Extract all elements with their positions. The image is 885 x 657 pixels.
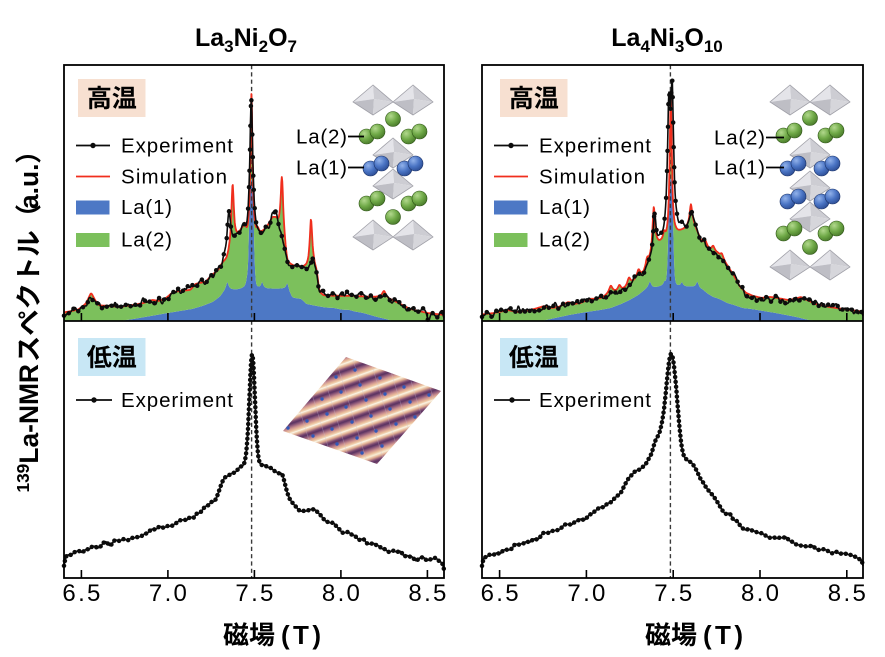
svg-text:Experiment: Experiment bbox=[121, 135, 233, 158]
svg-text:8.5: 8.5 bbox=[828, 580, 866, 607]
svg-text:Simulation: Simulation bbox=[539, 166, 645, 189]
svg-text:7.5: 7.5 bbox=[654, 580, 692, 607]
svg-text:6.5: 6.5 bbox=[62, 580, 100, 607]
svg-text:La(1): La(1) bbox=[714, 157, 765, 180]
svg-text:Experiment: Experiment bbox=[539, 389, 651, 412]
svg-text:La(2): La(2) bbox=[714, 127, 765, 150]
svg-text:La(2): La(2) bbox=[296, 126, 347, 149]
svg-text:(T): (T) bbox=[281, 620, 321, 650]
svg-text:La(1): La(1) bbox=[539, 196, 590, 219]
svg-text:8.0: 8.0 bbox=[741, 580, 779, 607]
svg-text:(T): (T) bbox=[703, 620, 743, 650]
svg-text:a.u.: a.u. bbox=[14, 164, 44, 209]
svg-text:La-NMR: La-NMR bbox=[14, 364, 44, 464]
svg-text:6.5: 6.5 bbox=[481, 580, 519, 607]
svg-text:Simulation: Simulation bbox=[121, 166, 227, 189]
svg-text:La(1): La(1) bbox=[121, 196, 172, 219]
svg-text:Experiment: Experiment bbox=[121, 389, 233, 412]
svg-text:139: 139 bbox=[13, 464, 33, 493]
svg-text:La(2): La(2) bbox=[121, 229, 172, 252]
svg-text:La(2): La(2) bbox=[539, 229, 590, 252]
svg-text:7.0: 7.0 bbox=[149, 580, 187, 607]
svg-text:8.5: 8.5 bbox=[408, 580, 446, 607]
svg-text:La3Ni2O7: La3Ni2O7 bbox=[195, 24, 297, 56]
svg-text:7.0: 7.0 bbox=[567, 580, 605, 607]
svg-text:7.5: 7.5 bbox=[235, 580, 273, 607]
svg-text:8.0: 8.0 bbox=[322, 580, 360, 607]
svg-text:Experiment: Experiment bbox=[539, 135, 651, 158]
svg-text:La(1): La(1) bbox=[296, 157, 347, 180]
